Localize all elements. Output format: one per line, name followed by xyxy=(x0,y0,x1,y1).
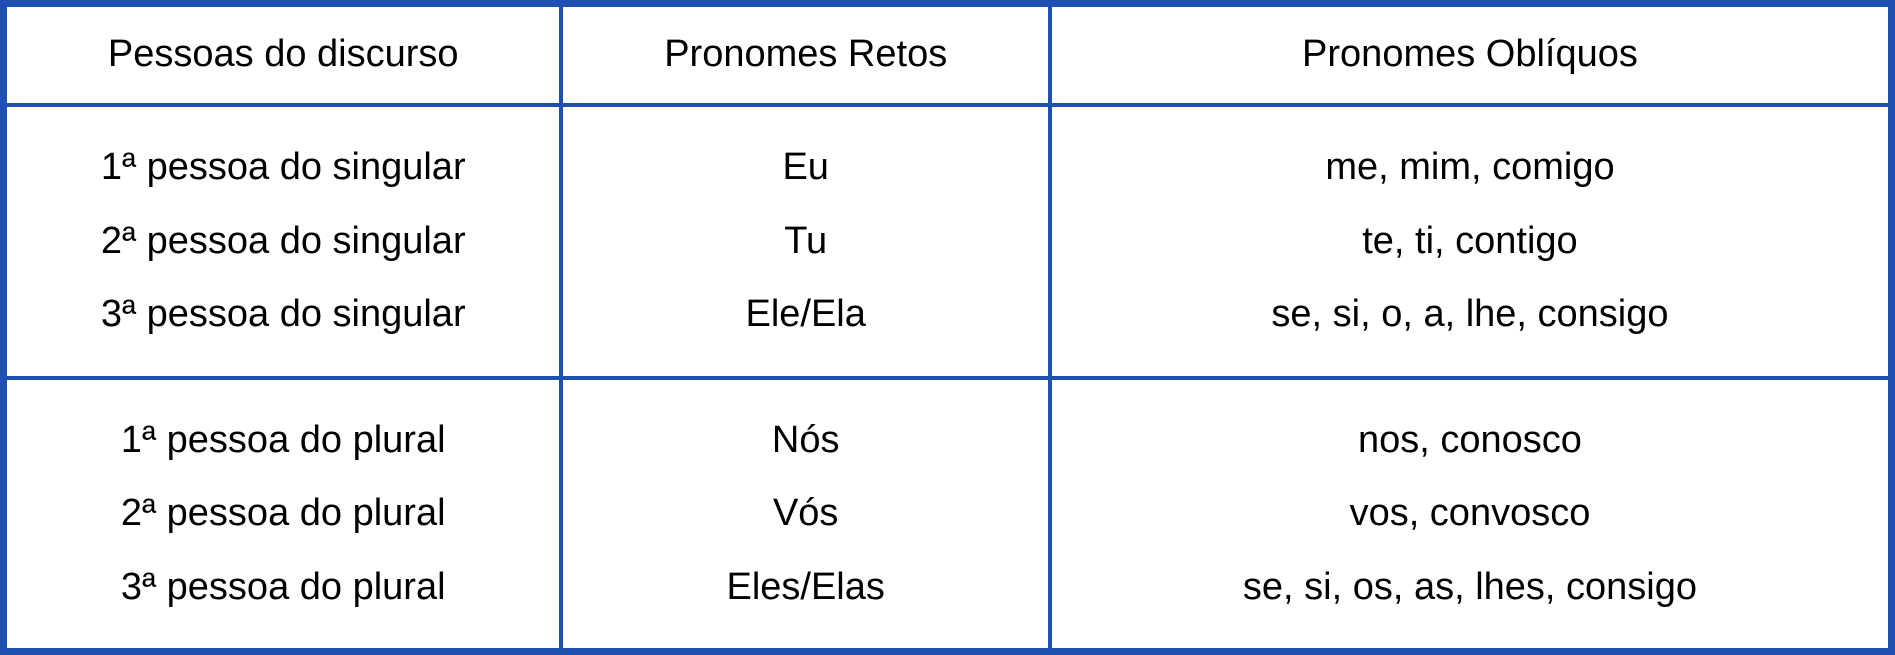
cell-text: me, mim, comigo xyxy=(1325,145,1614,191)
header-obliquos: Pronomes Oblíquos xyxy=(1050,4,1892,105)
cell-text: te, ti, contigo xyxy=(1362,219,1577,265)
table-row: 1ª pessoa do plural 2ª pessoa do plural … xyxy=(4,378,1892,651)
cell-text: se, si, o, a, lhe, consigo xyxy=(1271,292,1668,338)
cell-text: 3ª pessoa do plural xyxy=(121,565,446,611)
cell-discurso-plural: 1ª pessoa do plural 2ª pessoa do plural … xyxy=(4,378,562,651)
cell-text: 2ª pessoa do singular xyxy=(101,219,466,265)
cell-obliquos-plural: nos, conosco vos, convosco se, si, os, a… xyxy=(1050,378,1892,651)
cell-text: Nós xyxy=(772,418,840,464)
table-header-row: Pessoas do discurso Pronomes Retos Prono… xyxy=(4,4,1892,105)
cell-text: 2ª pessoa do plural xyxy=(121,491,446,537)
cell-text: Vós xyxy=(773,491,838,537)
cell-obliquos-singular: me, mim, comigo te, ti, contigo se, si, … xyxy=(1050,105,1892,378)
cell-text: Ele/Ela xyxy=(745,292,865,338)
cell-text: se, si, os, as, lhes, consigo xyxy=(1243,565,1697,611)
cell-text: vos, convosco xyxy=(1350,491,1591,537)
cell-discurso-singular: 1ª pessoa do singular 2ª pessoa do singu… xyxy=(4,105,562,378)
cell-text: 1ª pessoa do plural xyxy=(121,418,446,464)
header-retos: Pronomes Retos xyxy=(561,4,1049,105)
cell-text: 1ª pessoa do singular xyxy=(101,145,466,191)
cell-text: Eu xyxy=(782,145,828,191)
table-row: 1ª pessoa do singular 2ª pessoa do singu… xyxy=(4,105,1892,378)
cell-text: nos, conosco xyxy=(1358,418,1582,464)
cell-text: 3ª pessoa do singular xyxy=(101,292,466,338)
cell-retos-singular: Eu Tu Ele/Ela xyxy=(561,105,1049,378)
cell-text: Tu xyxy=(784,219,827,265)
cell-retos-plural: Nós Vós Eles/Elas xyxy=(561,378,1049,651)
header-discurso: Pessoas do discurso xyxy=(4,4,562,105)
pronouns-table: Pessoas do discurso Pronomes Retos Prono… xyxy=(0,0,1895,655)
cell-text: Eles/Elas xyxy=(726,565,884,611)
